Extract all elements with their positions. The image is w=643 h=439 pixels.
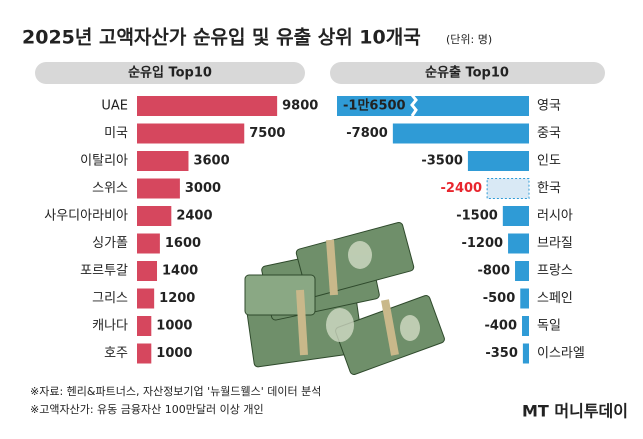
category-label: 이스라엘 <box>537 346 585 361</box>
category-label: 브라질 <box>537 236 573 251</box>
header-pill <box>330 62 605 84</box>
note: ※고액자산가: 유동 금융자산 100만달러 이상 개인 <box>30 403 264 416</box>
category-label: 이탈리아 <box>80 154 128 169</box>
value-label: 3000 <box>185 181 221 196</box>
header-pill <box>35 62 305 84</box>
bar <box>137 178 180 199</box>
bar <box>520 288 529 309</box>
bar <box>392 123 529 144</box>
bar <box>486 178 530 199</box>
category-label: 그리스 <box>92 291 128 306</box>
bar <box>337 96 529 116</box>
value-label: -400 <box>484 319 517 334</box>
value-label: -3500 <box>421 154 463 169</box>
axis-break <box>410 94 418 117</box>
bar <box>137 233 160 254</box>
bar <box>137 343 152 364</box>
category-label: 사우디아라비아 <box>44 209 128 224</box>
category-label: 포르투갈 <box>80 264 128 279</box>
bar <box>522 343 529 364</box>
bar <box>137 123 245 144</box>
category-label: 러시아 <box>537 209 573 224</box>
bar <box>137 261 158 281</box>
bar <box>515 261 529 281</box>
value-label: 9800 <box>282 99 318 114</box>
value-label: 1200 <box>159 291 195 306</box>
chart-title: 순유출 Top10 <box>425 65 509 81</box>
value-label: 3600 <box>193 154 229 169</box>
value-label: -350 <box>485 346 518 361</box>
value-label: -1만6500 <box>343 98 406 114</box>
value-label: -1200 <box>461 236 503 251</box>
category-label: UAE <box>101 99 128 114</box>
bar <box>137 288 155 309</box>
watermark: MT 머니투데이 <box>522 402 628 421</box>
bar <box>137 206 172 226</box>
value-label: 2400 <box>176 209 212 224</box>
value-label: 7500 <box>249 126 285 141</box>
category-label: 한국 <box>537 181 561 196</box>
value-label: 1000 <box>156 319 192 334</box>
category-label: 스페인 <box>537 291 573 306</box>
bar <box>522 316 529 336</box>
chart-title: 순유입 Top10 <box>128 66 212 81</box>
value-label: -2400 <box>441 181 483 196</box>
bar <box>502 206 529 226</box>
category-label: 중국 <box>537 126 561 141</box>
value-label: 1400 <box>162 264 198 279</box>
value-label: -1500 <box>456 209 498 224</box>
category-label: 호주 <box>104 346 128 361</box>
value-label: -7800 <box>346 126 388 141</box>
category-label: 인도 <box>537 154 561 169</box>
category-label: 독일 <box>537 319 561 334</box>
category-label: 프랑스 <box>537 264 573 279</box>
money-illustration <box>244 222 445 375</box>
value-label: -500 <box>483 291 516 306</box>
bar <box>137 96 278 116</box>
unit: (단위: 명) <box>446 33 492 46</box>
category-label: 캐나다 <box>92 319 128 334</box>
category-label: 미국 <box>104 126 128 141</box>
value-label: 1000 <box>156 346 192 361</box>
bar <box>467 151 529 171</box>
note: ※자료: 헨리&파트너스, 자산정보기업 '뉴월드웰스' 데이터 분석 <box>30 385 321 398</box>
bar <box>508 233 529 254</box>
category-label: 스위스 <box>92 181 128 196</box>
bar <box>137 316 152 336</box>
title: 2025년 고액자산가 순유입 및 유출 상위 10개국 <box>22 27 421 49</box>
category-label: 영국 <box>537 99 561 114</box>
value-label: -800 <box>477 264 510 279</box>
bar <box>137 151 189 171</box>
value-label: 1600 <box>165 236 201 251</box>
category-label: 싱가폴 <box>92 236 128 251</box>
